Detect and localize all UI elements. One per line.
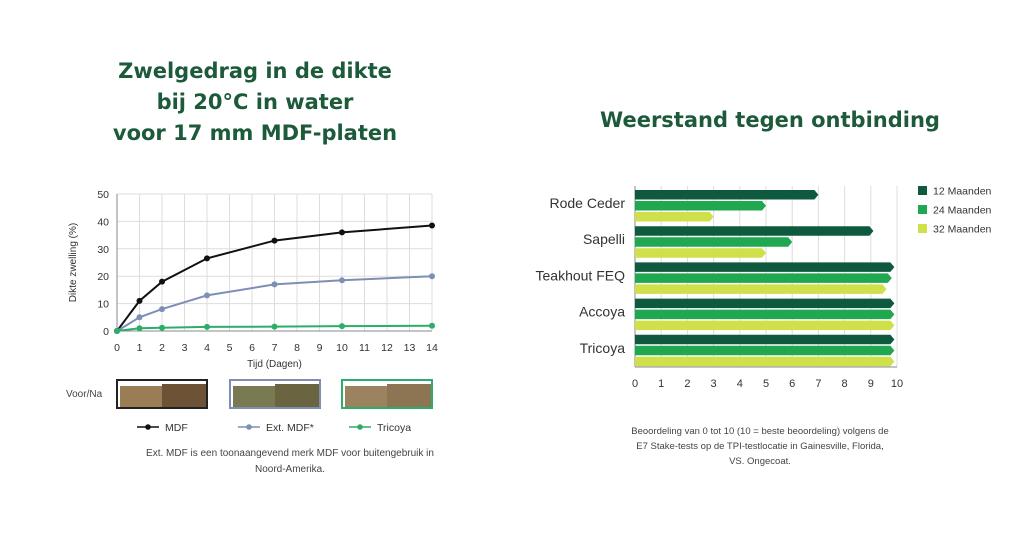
bar-0 — [635, 226, 874, 236]
category-label: Accoya — [579, 304, 625, 320]
category-label: Rode Ceder — [550, 195, 626, 211]
x-tick-label: 12 — [381, 342, 393, 354]
legend-label: Tricoya — [377, 422, 411, 434]
x-tick-label: 4 — [737, 378, 743, 390]
series-point-2 — [136, 325, 143, 332]
bar-2 — [635, 284, 887, 294]
x-axis-title: Tijd (Dagen) — [247, 359, 302, 370]
bar-2 — [635, 320, 895, 331]
category-label: Teakhout FEQ — [536, 267, 626, 283]
legend-label: Ext. MDF* — [266, 422, 314, 434]
tricoya-board-photo — [341, 379, 433, 409]
x-tick-label: 5 — [227, 342, 233, 354]
bar-2 — [635, 212, 714, 222]
x-tick-label: 10 — [336, 342, 348, 354]
y-tick-label: 10 — [97, 299, 109, 311]
legend-swatch — [918, 186, 927, 195]
x-tick-label: 6 — [249, 342, 255, 354]
legend-marker — [145, 424, 151, 430]
x-tick-label: 2 — [684, 378, 690, 390]
ext-mdf-board-photo — [229, 379, 321, 409]
right-chart-title: Weerstand tegen ontbinding — [600, 108, 940, 132]
left-title-line-3: voor 17 mm MDF-platen — [112, 121, 398, 145]
bar-1 — [635, 345, 895, 356]
x-tick-label: 7 — [815, 378, 821, 390]
y-tick-label: 0 — [103, 326, 109, 338]
legend-label: 32 Maanden — [933, 224, 992, 236]
mdf-board-photo — [116, 379, 208, 409]
bar-0 — [635, 262, 895, 272]
x-tick-label: 1 — [658, 378, 664, 390]
x-tick-label: 8 — [842, 378, 848, 390]
legend-swatch — [918, 205, 927, 214]
y-tick-label: 30 — [97, 244, 109, 256]
voor-na-label: Voor/Na — [66, 389, 103, 400]
bar-2 — [635, 248, 766, 258]
category-label: Tricoya — [580, 340, 626, 356]
series-point-1 — [159, 306, 165, 313]
x-tick-label: 11 — [359, 342, 370, 354]
series-point-0 — [159, 278, 165, 285]
series-point-2 — [204, 323, 210, 330]
legend-marker — [357, 424, 363, 430]
bar-0 — [635, 190, 819, 200]
ext-mdf-footnote: Ext. MDF is een toonaangevend merk MDF v… — [146, 448, 434, 475]
x-tick-label: 2 — [159, 342, 165, 354]
x-tick-label: 3 — [182, 342, 188, 354]
category-label: Sapelli — [583, 231, 625, 247]
rating-footnote: Beoordeling van 0 tot 10 (10 = beste beo… — [631, 426, 889, 467]
x-tick-label: 1 — [137, 342, 143, 354]
legend-swatch — [918, 224, 927, 233]
bar-1 — [635, 309, 895, 320]
bar-1 — [635, 237, 793, 247]
series-point-2 — [159, 324, 165, 331]
x-tick-label: 3 — [711, 378, 717, 390]
series-point-0 — [271, 237, 278, 244]
x-tick-label: 6 — [789, 378, 795, 390]
x-tick-label: 7 — [272, 342, 278, 354]
bar-0 — [635, 334, 895, 345]
bar-1 — [635, 273, 892, 283]
bar-0 — [635, 298, 895, 309]
x-tick-label: 10 — [891, 378, 903, 390]
series-point-2 — [114, 328, 120, 334]
series-point-1 — [271, 281, 278, 288]
series-point-1 — [204, 292, 210, 299]
x-tick-label: 8 — [294, 342, 300, 354]
x-tick-label: 0 — [114, 342, 120, 354]
legend-label: 12 Maanden — [933, 186, 992, 198]
series-point-1 — [339, 277, 345, 284]
x-tick-label: 14 — [426, 342, 438, 354]
legend-label: MDF — [165, 422, 188, 434]
x-tick-label: 4 — [204, 342, 210, 354]
series-point-2 — [429, 322, 435, 329]
x-tick-label: 9 — [868, 378, 874, 390]
series-point-0 — [429, 222, 435, 229]
y-axis-title: Dikte zwelling (%) — [68, 223, 79, 302]
series-point-0 — [136, 297, 143, 304]
x-tick-label: 13 — [404, 342, 416, 354]
series-point-0 — [339, 229, 345, 236]
x-tick-label: 0 — [632, 378, 638, 390]
series-point-0 — [204, 255, 210, 262]
series-point-2 — [271, 323, 278, 330]
left-chart-title: Zwelgedrag in de dikte bij 20°C in water… — [90, 56, 420, 149]
left-title-line-2: bij 20°C in water — [156, 90, 354, 114]
series-point-2 — [339, 323, 345, 330]
legend-marker — [246, 424, 252, 430]
y-tick-label: 20 — [97, 271, 109, 283]
x-tick-label: 5 — [763, 378, 769, 390]
y-tick-label: 50 — [97, 189, 109, 201]
series-point-1 — [136, 314, 143, 321]
series-point-1 — [429, 273, 435, 280]
bar-1 — [635, 201, 766, 211]
legend-label: 24 Maanden — [933, 205, 992, 217]
left-title-line-1: Zwelgedrag in de dikte — [118, 59, 392, 83]
x-tick-label: 9 — [317, 342, 323, 354]
bar-2 — [635, 356, 895, 367]
y-tick-label: 40 — [97, 216, 109, 228]
